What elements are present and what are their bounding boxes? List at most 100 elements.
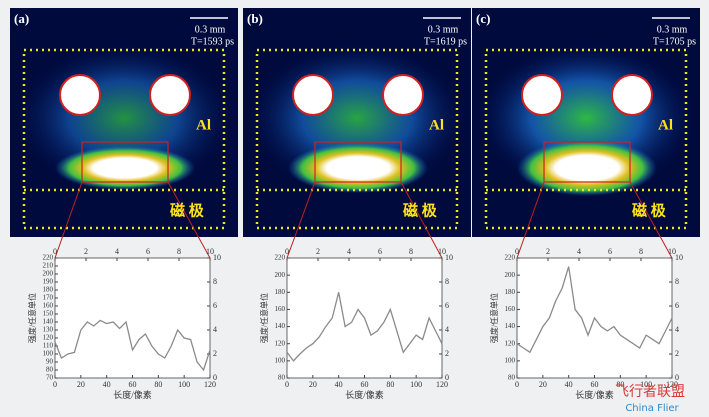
x-tick-label: 0: [53, 380, 57, 389]
electrode-label: 磁 极: [403, 201, 438, 219]
x2-tick-label: 10: [668, 247, 676, 256]
y2-tick-label: 6: [213, 301, 217, 310]
image-panel: (a) 0.3 mmT=1593 ps Al 磁 极: [10, 8, 238, 259]
electrode-label: 磁 极: [632, 201, 667, 219]
time-label: T=1593 ps: [191, 36, 234, 47]
y-tick-label: 200: [275, 271, 286, 279]
y2-tick-label: 10: [445, 253, 453, 262]
y2-tick-label: 8: [213, 277, 217, 286]
y2-tick-label: 4: [445, 325, 449, 334]
y-tick-label: 220: [43, 254, 54, 262]
data-line: [286, 292, 443, 362]
x2-tick-label: 0: [53, 247, 57, 256]
x-tick-label: 100: [640, 380, 652, 389]
x2-tick-label: 8: [177, 247, 181, 256]
x2-tick-label: 2: [546, 247, 550, 256]
y2-tick-label: 4: [675, 325, 679, 334]
y2-tick-label: 8: [675, 277, 679, 286]
y-tick-label: 110: [43, 342, 54, 350]
x-axis-label: 长度/像素: [113, 389, 152, 400]
x2-tick-label: 8: [409, 247, 413, 256]
roi-box: [543, 141, 631, 183]
x2-tick-label: 10: [438, 247, 446, 256]
hot-spot: [288, 143, 428, 193]
image-panel: (c) 0.3 mmT=1705 ps Al 磁 极: [472, 8, 700, 259]
y-tick-label: 210: [43, 262, 54, 270]
y-tick-label: 100: [43, 350, 54, 358]
hot-spot: [55, 146, 195, 190]
y-tick-label: 100: [275, 356, 286, 364]
y2-tick-label: 10: [213, 253, 221, 262]
y-tick-label: 140: [43, 318, 54, 326]
x-tick-label: 80: [616, 380, 624, 389]
x-tick-label: 120: [436, 380, 448, 389]
x-tick-label: 40: [335, 380, 343, 389]
y-tick-label: 170: [43, 294, 54, 302]
electrode-hole: [382, 74, 424, 116]
electrode-hole: [59, 74, 101, 116]
y-tick-label: 120: [43, 334, 54, 342]
x-tick-label: 60: [129, 380, 137, 389]
panel-label: (c): [476, 11, 490, 26]
time-label: T=1619 ps: [424, 36, 467, 47]
y2-tick-label: 10: [675, 253, 683, 262]
y-tick-label: 90: [46, 358, 54, 366]
x-tick-label: 80: [386, 380, 394, 389]
x-tick-label: 120: [204, 380, 216, 389]
x2-tick-label: 4: [347, 247, 351, 256]
scale-label: 0.3 mm: [195, 24, 226, 35]
material-label: Al: [196, 117, 211, 133]
x-tick-label: 20: [77, 380, 85, 389]
x2-tick-label: 10: [206, 247, 214, 256]
y2-tick-label: 6: [675, 301, 679, 310]
x-tick-label: 60: [591, 380, 599, 389]
roi-box: [81, 141, 169, 183]
x-tick-label: 120: [666, 380, 678, 389]
y-tick-label: 130: [43, 326, 54, 334]
y-tick-label: 120: [275, 339, 286, 347]
y2-tick-label: 0: [675, 373, 679, 382]
x2-tick-label: 4: [577, 247, 581, 256]
x-tick-label: 60: [361, 380, 369, 389]
y-axis-label: 强度/任意单位: [27, 293, 37, 343]
y-tick-label: 140: [505, 322, 516, 330]
y-tick-label: 80: [278, 374, 286, 382]
panel-label: (a): [14, 11, 29, 26]
roi-lead: [167, 181, 211, 259]
y-tick-label: 160: [43, 302, 54, 310]
electrode-hole: [149, 74, 191, 116]
roi-lead: [286, 181, 316, 259]
roi-box: [314, 141, 402, 183]
y-tick-label: 140: [275, 322, 286, 330]
y-tick-label: 200: [505, 271, 516, 279]
region-box: [484, 48, 688, 230]
y2-tick-label: 2: [213, 349, 217, 358]
x-axis-label: 长度/像素: [575, 389, 614, 400]
scale-label: 0.3 mm: [657, 24, 688, 35]
y-tick-label: 80: [508, 374, 516, 382]
y-tick-label: 150: [43, 310, 54, 318]
y-tick-label: 180: [275, 288, 286, 296]
x2-tick-label: 6: [608, 247, 612, 256]
electrode-hole: [611, 74, 653, 116]
x2-tick-label: 8: [639, 247, 643, 256]
y2-tick-label: 6: [445, 301, 449, 310]
data-line: [516, 266, 673, 354]
x-tick-label: 0: [515, 380, 519, 389]
y2-tick-label: 4: [213, 325, 217, 334]
y-axis-label: 强度/任意单位: [259, 293, 269, 343]
x2-tick-label: 6: [146, 247, 150, 256]
watermark-sub: China Flier: [625, 403, 679, 414]
image-panel: (b) 0.3 mmT=1619 ps Al 磁 极: [243, 8, 471, 259]
y-tick-label: 220: [505, 254, 516, 262]
y-tick-label: 160: [275, 305, 286, 313]
y-tick-label: 80: [46, 366, 54, 374]
x2-tick-label: 6: [378, 247, 382, 256]
data-line: [54, 319, 211, 372]
y-axis-label: 强度/任意单位: [489, 293, 499, 343]
y2-tick-label: 0: [445, 373, 449, 382]
region-box: [22, 48, 226, 230]
